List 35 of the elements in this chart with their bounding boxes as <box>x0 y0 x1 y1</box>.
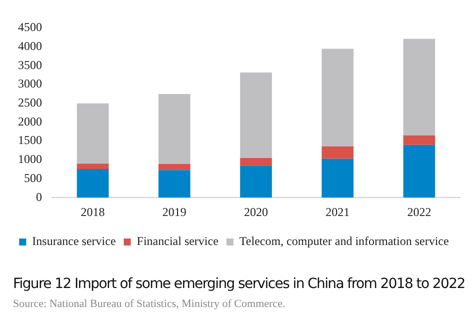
y-tick-label: 2500 <box>18 96 42 110</box>
bar <box>403 144 436 198</box>
source-note: Source: National Bureau of Statistics, Ministry of Commerce. <box>13 298 286 310</box>
legend-label: Telecom, computer and information service <box>239 234 449 248</box>
y-tick-label: 4500 <box>18 20 42 34</box>
x-tick-label: 2021 <box>326 204 350 219</box>
legend-label: Financial service <box>136 234 218 248</box>
x-tick-label: 2019 <box>162 204 186 219</box>
bar <box>158 170 190 198</box>
bar <box>76 168 109 198</box>
x-tick-label: 2018 <box>80 204 105 219</box>
text: Figure 12 Import of some emerging services in China from 2018 to 2022 <box>13 276 465 292</box>
bar <box>76 103 109 164</box>
y-tick-label: 2000 <box>18 114 42 128</box>
x-tick-label: 2022 <box>407 204 432 219</box>
bar <box>76 164 109 169</box>
bar <box>403 135 436 145</box>
bar <box>240 166 272 198</box>
y-tick-label: 3500 <box>18 58 42 72</box>
bar <box>240 72 272 158</box>
y-tick-label: 1000 <box>18 152 42 166</box>
y-tick-label: 1500 <box>18 133 42 148</box>
y-tick-label: 4000 <box>18 39 42 53</box>
y-tick-label: 3000 <box>18 76 42 91</box>
bar <box>240 158 272 166</box>
bar <box>322 48 354 146</box>
bar <box>322 146 354 159</box>
y-tick-label: 0 <box>36 190 42 204</box>
legend-label: Insurance service <box>32 234 116 248</box>
y-tick-label: 500 <box>24 170 42 185</box>
bar <box>403 38 436 136</box>
bar <box>322 158 354 198</box>
x-tick-label: 2020 <box>244 204 268 219</box>
bar <box>158 94 190 164</box>
bar <box>158 164 190 170</box>
